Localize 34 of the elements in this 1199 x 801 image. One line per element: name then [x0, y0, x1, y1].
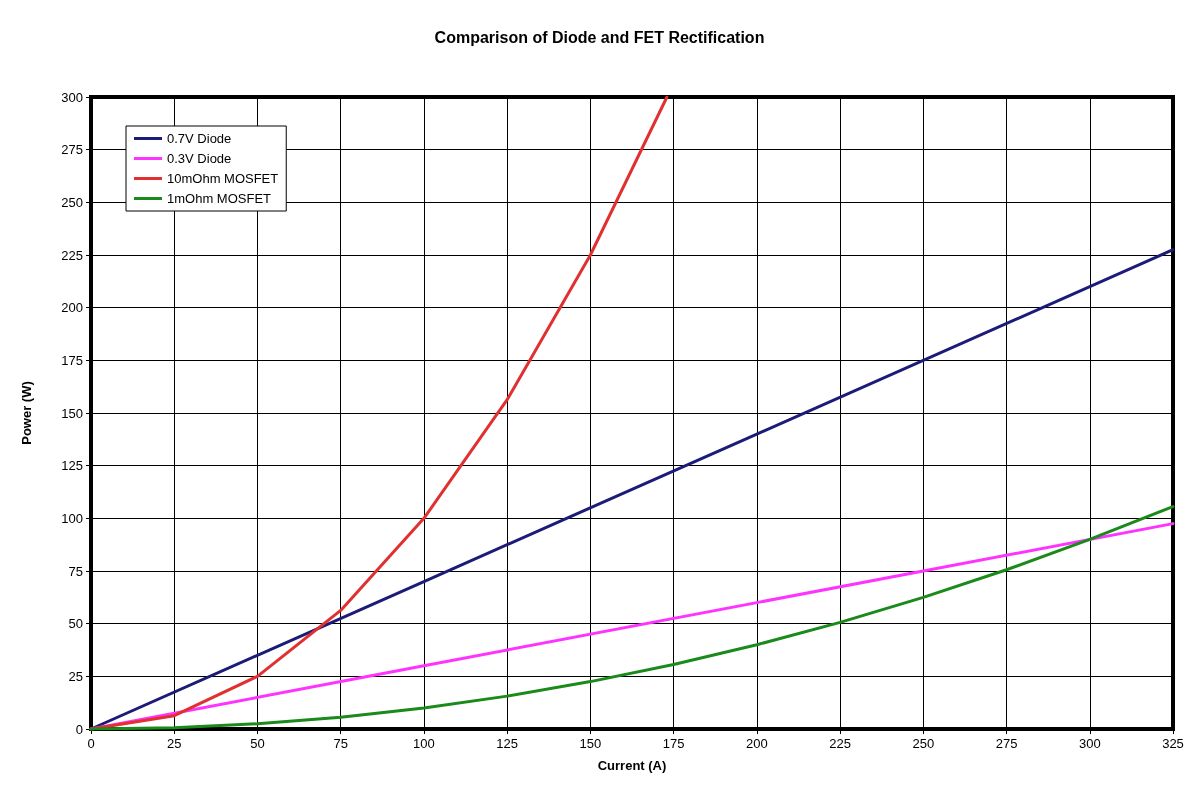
y-tick-label: 125: [61, 458, 83, 474]
x-tick-label: 250: [912, 736, 935, 751]
x-tick-label: 125: [496, 736, 519, 751]
chart-title: Comparison of Diode and FET Rectification: [434, 28, 765, 46]
x-tick-label: 200: [745, 736, 768, 751]
legend-label: 1mOhm MOSFET: [167, 191, 272, 206]
x-tick-label: 275: [995, 736, 1018, 751]
y-tick-label: 225: [61, 247, 83, 263]
legend-label: 0.3V Diode: [167, 151, 232, 166]
x-tick-label: 150: [579, 736, 602, 751]
y-tick-label: 300: [61, 89, 83, 105]
y-tick-label: 150: [61, 405, 83, 421]
y-tick-label: 25: [68, 668, 83, 684]
y-tick-label: 75: [68, 563, 83, 579]
x-tick-label: 25: [167, 736, 182, 751]
x-tick-label: 75: [333, 736, 348, 751]
legend-label: 10mOhm MOSFET: [167, 171, 279, 186]
y-tick-label: 175: [61, 352, 83, 368]
x-tick-label: 225: [829, 736, 851, 751]
y-tick-label: 100: [61, 510, 83, 526]
x-tick-label: 175: [662, 736, 685, 751]
x-tick-label: 325: [1162, 736, 1184, 751]
x-tick-label: 50: [250, 736, 265, 751]
x-tick-label: 300: [1078, 736, 1101, 751]
y-tick-label: 275: [61, 142, 83, 158]
y-tick-label: 200: [61, 300, 83, 316]
x-tick-label: 0: [87, 736, 95, 751]
y-axis-title: Power (W): [19, 381, 34, 445]
y-tick-label: 0: [75, 721, 83, 737]
x-tick-label: 100: [413, 736, 435, 751]
legend-label: 0.7V Diode: [167, 131, 232, 146]
x-axis-title: Current (A): [597, 758, 667, 773]
y-tick-label: 250: [61, 194, 83, 210]
y-tick-label: 50: [68, 616, 83, 632]
